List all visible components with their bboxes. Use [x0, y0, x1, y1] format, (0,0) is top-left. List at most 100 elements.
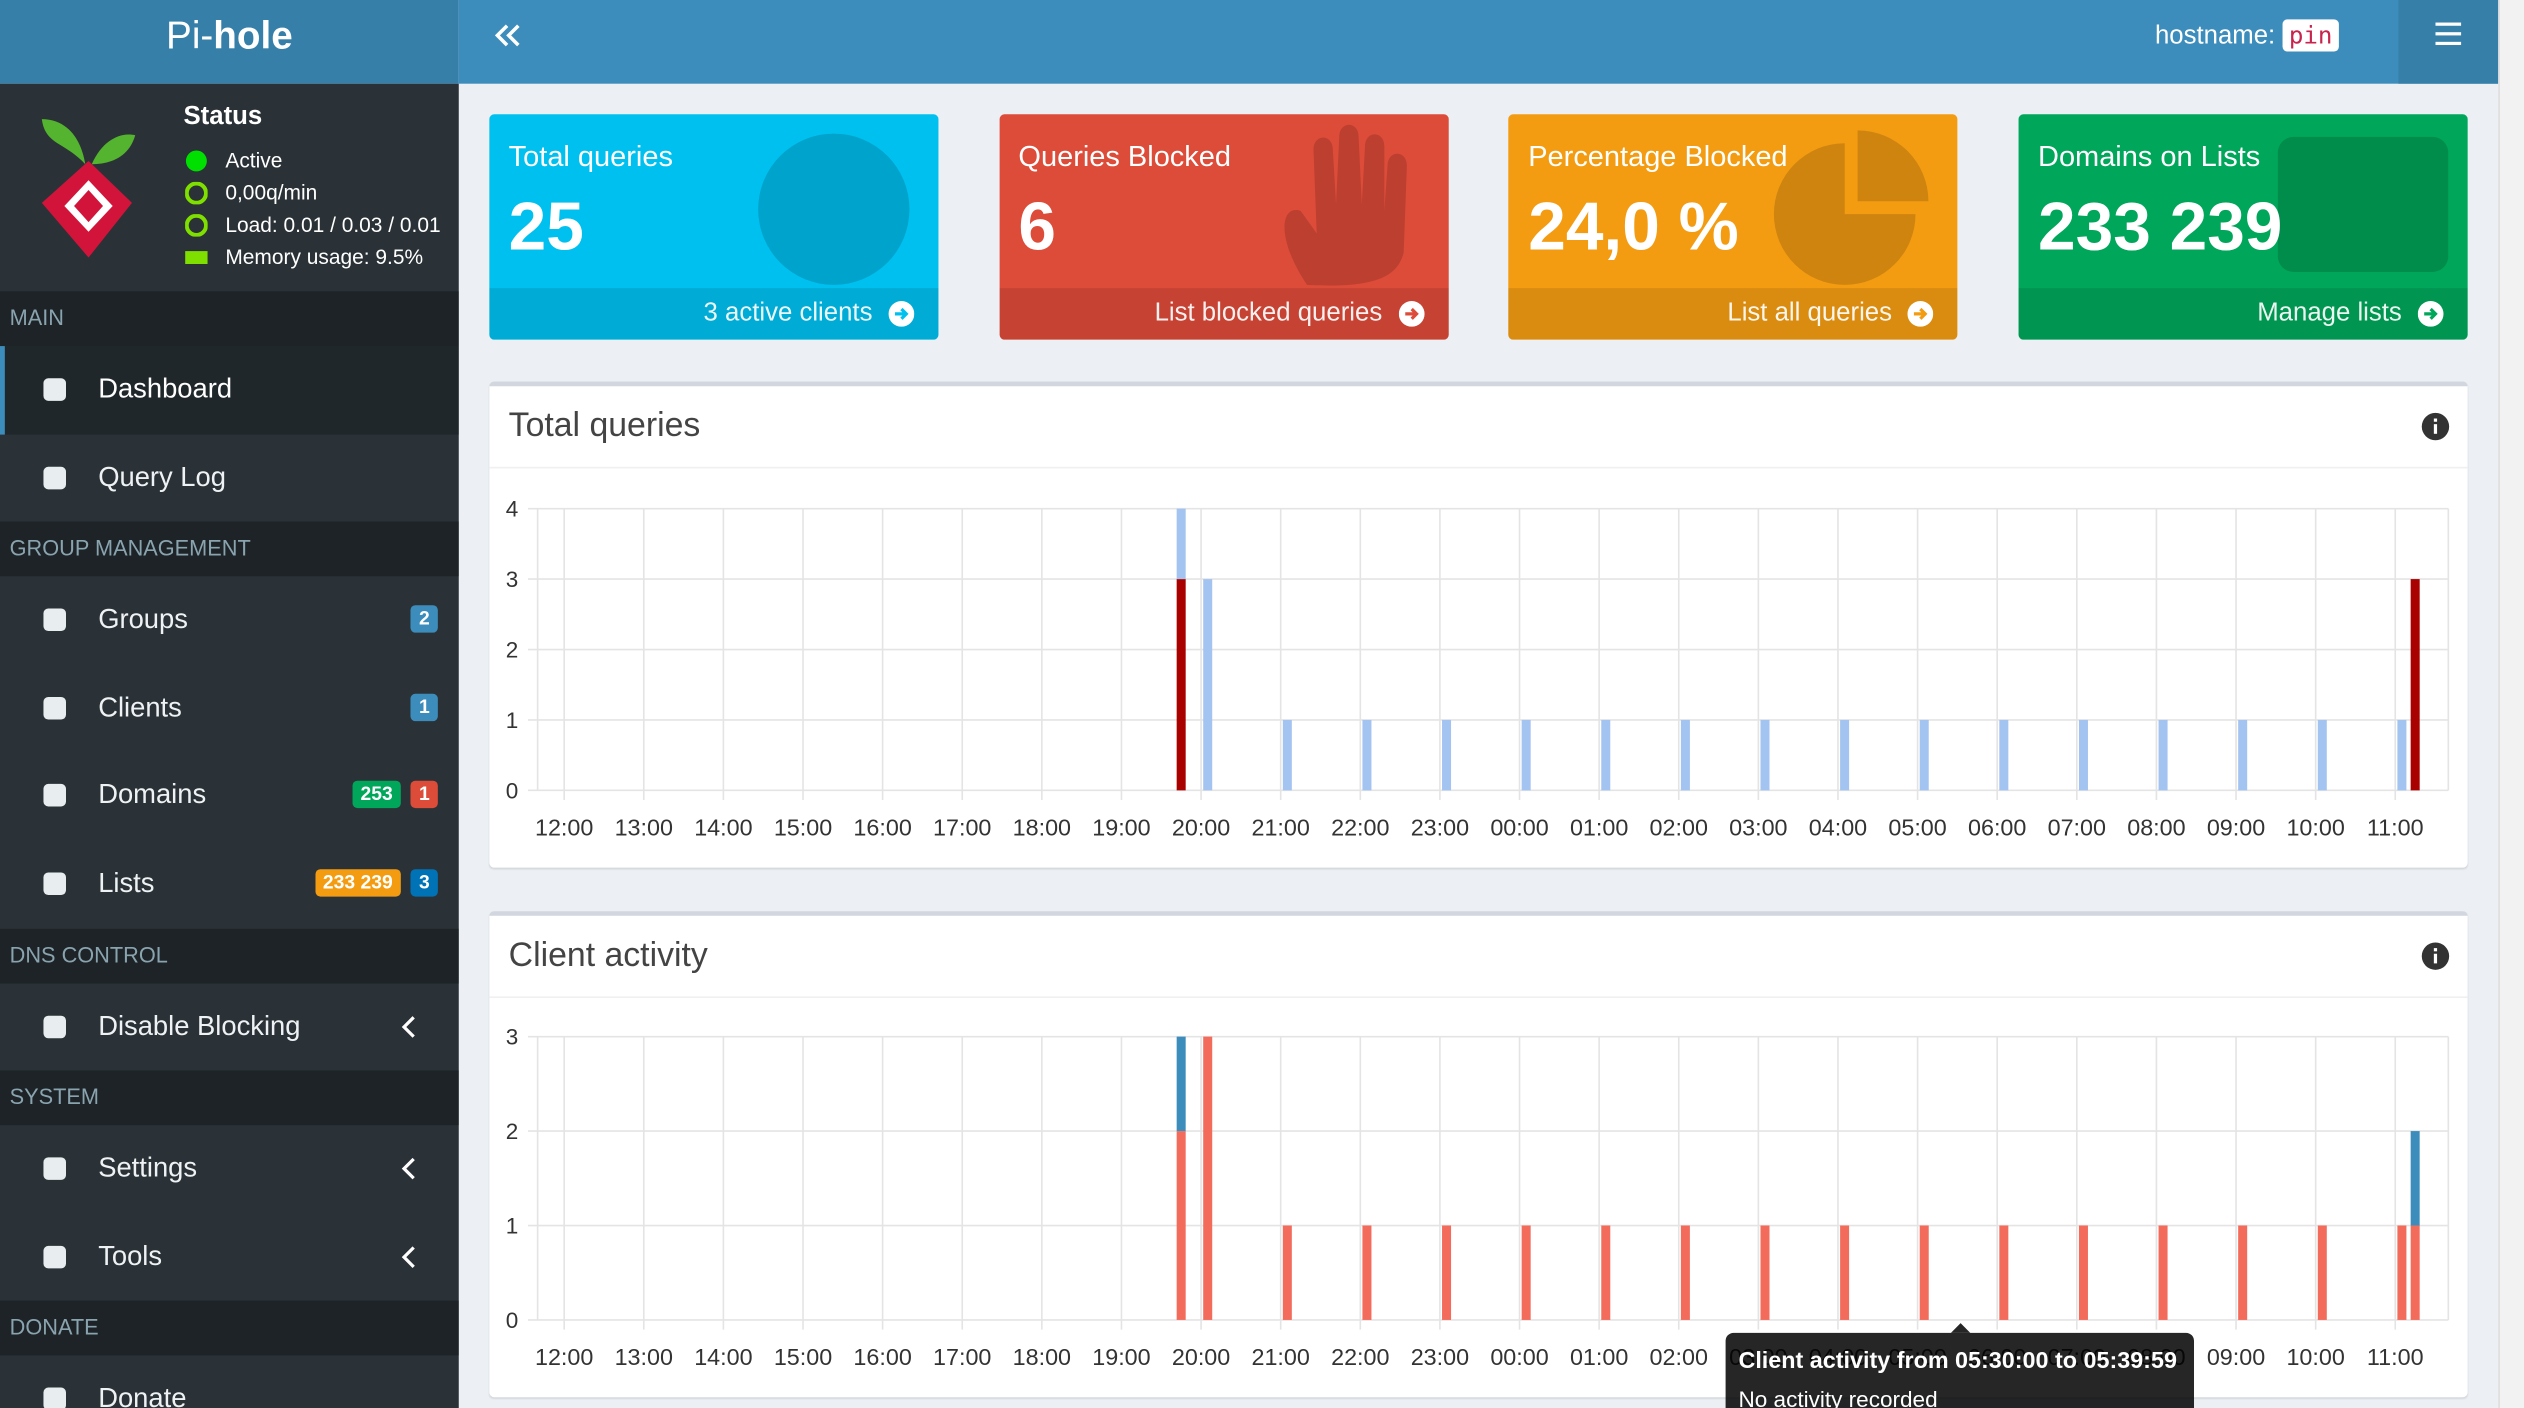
- x-tick-label: 17:00: [933, 1344, 991, 1370]
- badge: 253: [352, 781, 401, 809]
- nav-icon: [43, 872, 66, 895]
- bar: [1760, 1225, 1770, 1320]
- stat-footer[interactable]: List blocked queries: [999, 288, 1449, 340]
- nav-label: Groups: [98, 603, 188, 635]
- info-icon[interactable]: [2421, 412, 2450, 441]
- nav-item[interactable]: Disable Blocking: [0, 983, 459, 1071]
- status-icon: [185, 214, 208, 237]
- bar: [2410, 1131, 2420, 1226]
- nav-item[interactable]: Clients 1: [0, 664, 459, 752]
- bar: [2238, 719, 2248, 791]
- bar: [1840, 1225, 1850, 1320]
- stat-icon: [1284, 124, 1407, 286]
- x-tick-label: 00:00: [1490, 1344, 1548, 1370]
- nav-item[interactable]: Dashboard: [0, 346, 459, 434]
- chart: 0 1 2 3 4 12:00 13:00 14:00 15:00 16:00 17:00 18:00…: [506, 497, 2450, 840]
- chart: 0 1 2 3 12:00 13:00 14:00 15:00 16:00 17:00 18:00 1…: [506, 1025, 2450, 1370]
- badge: 233 239: [314, 869, 401, 897]
- x-tick-label: 20:00: [1172, 1344, 1230, 1370]
- x-tick-label: 21:00: [1251, 814, 1309, 840]
- x-tick-label: 15:00: [774, 814, 832, 840]
- x-tick-label: 02:00: [1650, 814, 1708, 840]
- nav-label: Settings: [98, 1152, 198, 1184]
- nav-label: Clients: [98, 691, 182, 723]
- hostname-label: hostname:: [2154, 22, 2276, 50]
- bar: [2397, 719, 2407, 791]
- x-tick-label: 07:00: [2048, 814, 2106, 840]
- x-tick-label: 01:00: [1570, 1344, 1628, 1370]
- y-tick-label: 1: [506, 1214, 519, 1239]
- status-icon: [185, 251, 208, 264]
- stat-footer[interactable]: List all queries: [1508, 288, 1959, 340]
- stat-icon: [2277, 136, 2449, 273]
- brand[interactable]: Pi-hole: [0, 0, 459, 84]
- badge: 2: [410, 605, 438, 633]
- bar: [1840, 719, 1850, 791]
- nav-item[interactable]: Groups 2: [0, 577, 459, 665]
- nav-label: Domains: [98, 779, 207, 811]
- x-tick-label: 10:00: [2286, 1344, 2344, 1370]
- status-text: 0,00q/min: [225, 180, 318, 205]
- bar: [1680, 1225, 1690, 1320]
- nav-item[interactable]: Donate: [0, 1356, 459, 1408]
- x-tick-label: 04:00: [1809, 814, 1867, 840]
- x-tick-label: 18:00: [1013, 1344, 1071, 1370]
- bar: [1442, 719, 1452, 791]
- x-tick-label: 21:00: [1251, 1344, 1309, 1370]
- x-tick-label: 11:00: [2367, 814, 2424, 840]
- nav-item[interactable]: Query Log: [0, 434, 459, 522]
- bar: [2158, 1225, 2168, 1320]
- info-bar: [2433, 424, 2438, 434]
- badge: 1: [410, 693, 438, 721]
- top-bar: hostname: pin: [458, 0, 2499, 84]
- nav-section-header: MAIN: [0, 291, 459, 347]
- nav-item[interactable]: Settings: [0, 1125, 459, 1213]
- bar: [1919, 719, 1929, 791]
- bar: [1176, 508, 1186, 580]
- stat-link: List all queries: [1727, 299, 1893, 327]
- bar: [1176, 1036, 1186, 1132]
- status-glyph: [185, 214, 208, 237]
- x-tick-label: 15:00: [774, 1344, 832, 1370]
- info-icon[interactable]: [2421, 942, 2450, 971]
- bar: [2078, 1225, 2088, 1320]
- nav-icon-shape: [43, 784, 66, 808]
- nav-item[interactable]: Tools: [0, 1213, 459, 1301]
- x-tick-label: 13:00: [615, 1344, 673, 1370]
- x-tick-label: 13:00: [615, 814, 673, 840]
- nav-item[interactable]: Domains 1 253: [0, 752, 459, 840]
- nav-icon-shape: [43, 378, 66, 401]
- bar: [1999, 719, 2009, 791]
- nav-label: Donate: [98, 1383, 187, 1408]
- bar: [1282, 719, 1292, 791]
- x-tick-label: 01:00: [1570, 814, 1628, 840]
- y-tick-label: 0: [506, 778, 519, 803]
- status-panel: Status Active 0,00q/min Load: 0.01 / 0.03 …: [0, 84, 459, 292]
- chevron: [401, 1158, 415, 1180]
- x-tick-label: 14:00: [694, 1344, 752, 1370]
- collapse-toggle[interactable]: [494, 21, 523, 50]
- nav-item[interactable]: Lists 3 233 239: [0, 840, 459, 928]
- x-tick-label: 18:00: [1013, 814, 1071, 840]
- bar: [2317, 1225, 2327, 1320]
- stat-icon: [758, 133, 910, 285]
- stat-title: Percentage Blocked: [1528, 140, 1788, 173]
- x-tick-label: 22:00: [1331, 814, 1389, 840]
- nav-section-header: DNS CONTROL: [0, 928, 459, 983]
- bar: [2397, 1225, 2407, 1320]
- x-tick-label: 22:00: [1331, 1344, 1389, 1370]
- menu-button[interactable]: [2398, 0, 2499, 84]
- chevron-line: [401, 1015, 415, 1038]
- tooltip-title: Client activity from 05:30:00 to 05:39:5…: [1738, 1348, 2177, 1375]
- nav: MAIN Dashboard Query Log GROUP MANAGEMENT Gr…: [0, 291, 459, 1408]
- x-tick-label: 06:00: [1968, 814, 2026, 840]
- hostname-value: pin: [2282, 19, 2339, 52]
- stat-footer[interactable]: Manage lists: [2018, 288, 2468, 340]
- stat-box: Percentage Blocked 24,0 % List all queries: [1508, 114, 1959, 340]
- bar: [1919, 1225, 1929, 1320]
- stat-footer[interactable]: 3 active clients: [489, 288, 939, 340]
- chevron-line: [401, 1245, 415, 1268]
- scroll-strip: [2498, 0, 2524, 1408]
- status-dot: [185, 150, 207, 172]
- nav-icon-shape: [43, 1157, 66, 1181]
